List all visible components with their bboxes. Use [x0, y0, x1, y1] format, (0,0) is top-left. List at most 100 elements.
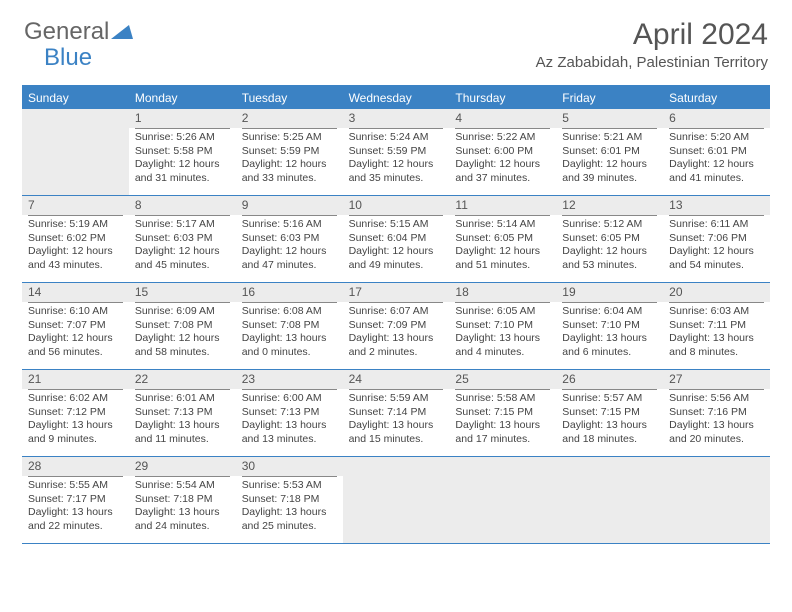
sunrise-text: Sunrise: 5:58 AM: [455, 392, 550, 405]
daylight-text-1: Daylight: 13 hours: [562, 419, 657, 432]
daylight-text-1: Daylight: 12 hours: [349, 158, 444, 171]
weeks-container: 1Sunrise: 5:26 AMSunset: 5:58 PMDaylight…: [22, 109, 770, 544]
daylight-text-2: and 24 minutes.: [135, 520, 230, 533]
sunset-text: Sunset: 7:11 PM: [669, 319, 764, 332]
sunset-text: Sunset: 5:59 PM: [349, 145, 444, 158]
day-rule: [349, 128, 444, 129]
day-rule: [562, 389, 657, 390]
daylight-text-2: and 37 minutes.: [455, 172, 550, 185]
day-rule: [135, 128, 230, 129]
daylight-text-2: and 6 minutes.: [562, 346, 657, 359]
day-rule: [669, 215, 764, 216]
location-text: Az Zababidah, Palestinian Territory: [536, 54, 768, 71]
day-rule: [455, 389, 550, 390]
daylight-text-2: and 56 minutes.: [28, 346, 123, 359]
daylight-text-2: and 31 minutes.: [135, 172, 230, 185]
sunset-text: Sunset: 5:58 PM: [135, 145, 230, 158]
daylight-text-1: Daylight: 13 hours: [28, 419, 123, 432]
day-cell: 27Sunrise: 5:56 AMSunset: 7:16 PMDayligh…: [663, 370, 770, 456]
daylight-text-2: and 17 minutes.: [455, 433, 550, 446]
day-cell: 9Sunrise: 5:16 AMSunset: 6:03 PMDaylight…: [236, 196, 343, 282]
empty-cell: [22, 109, 129, 195]
daylight-text-1: Daylight: 12 hours: [242, 245, 337, 258]
day-rule: [349, 302, 444, 303]
day-rule: [455, 302, 550, 303]
sunset-text: Sunset: 5:59 PM: [242, 145, 337, 158]
empty-cell: [343, 457, 450, 543]
daylight-text-2: and 20 minutes.: [669, 433, 764, 446]
day-number: 22: [129, 370, 236, 389]
sunrise-text: Sunrise: 5:16 AM: [242, 218, 337, 231]
day-cell: 16Sunrise: 6:08 AMSunset: 7:08 PMDayligh…: [236, 283, 343, 369]
day-cell: 20 Sunrise: 6:03 AMSunset: 7:11 PMDayligh…: [663, 283, 770, 369]
daylight-text-1: Daylight: 13 hours: [455, 332, 550, 345]
sunrise-text: Sunrise: 6:11 AM: [669, 218, 764, 231]
day-cell: 1Sunrise: 5:26 AMSunset: 5:58 PMDaylight…: [129, 109, 236, 195]
day-rule: [135, 302, 230, 303]
daylight-text-1: Daylight: 12 hours: [669, 158, 764, 171]
sunrise-text: Sunrise: 5:25 AM: [242, 131, 337, 144]
day-number: 23: [236, 370, 343, 389]
weekday-header-row: Sunday Monday Tuesday Wednesday Thursday…: [22, 87, 770, 109]
sunset-text: Sunset: 6:00 PM: [455, 145, 550, 158]
sunset-text: Sunset: 7:13 PM: [135, 406, 230, 419]
sunrise-text: Sunrise: 5:26 AM: [135, 131, 230, 144]
sunrise-text: Sunrise: 5:17 AM: [135, 218, 230, 231]
sunset-text: Sunset: 7:10 PM: [562, 319, 657, 332]
day-cell: 24Sunrise: 5:59 AMSunset: 7:14 PMDayligh…: [343, 370, 450, 456]
daylight-text-1: Daylight: 13 hours: [669, 332, 764, 345]
sunset-text: Sunset: 6:02 PM: [28, 232, 123, 245]
day-cell: 17Sunrise: 6:07 AMSunset: 7:09 PMDayligh…: [343, 283, 450, 369]
daylight-text-2: and 22 minutes.: [28, 520, 123, 533]
day-rule: [669, 302, 764, 303]
sunset-text: Sunset: 7:15 PM: [562, 406, 657, 419]
sunrise-text: Sunrise: 6:07 AM: [349, 305, 444, 318]
sunrise-text: Sunrise: 5:55 AM: [28, 479, 123, 492]
daylight-text-1: Daylight: 12 hours: [135, 332, 230, 345]
sunset-text: Sunset: 7:08 PM: [242, 319, 337, 332]
daylight-text-2: and 43 minutes.: [28, 259, 123, 272]
day-rule: [242, 389, 337, 390]
header: General April 2024 Az Zababidah, Palesti…: [0, 0, 792, 79]
day-cell: 26Sunrise: 5:57 AMSunset: 7:15 PMDayligh…: [556, 370, 663, 456]
day-number: 28: [22, 457, 129, 476]
day-cell: 3Sunrise: 5:24 AMSunset: 5:59 PMDaylight…: [343, 109, 450, 195]
day-number: 7: [22, 196, 129, 215]
day-number: 19: [556, 283, 663, 302]
day-rule: [349, 215, 444, 216]
sunrise-text: Sunrise: 6:03 AM: [669, 305, 764, 318]
day-number: 30: [236, 457, 343, 476]
brand-text-1: General: [24, 18, 109, 46]
sunset-text: Sunset: 6:04 PM: [349, 232, 444, 245]
day-rule: [562, 128, 657, 129]
day-number: 13: [663, 196, 770, 215]
day-number: 9: [236, 196, 343, 215]
sunrise-text: Sunrise: 5:12 AM: [562, 218, 657, 231]
daylight-text-2: and 39 minutes.: [562, 172, 657, 185]
day-cell: 25Sunrise: 5:58 AMSunset: 7:15 PMDayligh…: [449, 370, 556, 456]
day-number: 24: [343, 370, 450, 389]
sunset-text: Sunset: 7:10 PM: [455, 319, 550, 332]
daylight-text-2: and 41 minutes.: [669, 172, 764, 185]
day-number: 20: [663, 283, 770, 302]
daylight-text-1: Daylight: 12 hours: [28, 332, 123, 345]
brand-logo: General: [24, 18, 133, 46]
daylight-text-2: and 47 minutes.: [242, 259, 337, 272]
week-row: 7Sunrise: 5:19 AMSunset: 6:02 PMDaylight…: [22, 196, 770, 283]
day-cell: 14Sunrise: 6:10 AMSunset: 7:07 PMDayligh…: [22, 283, 129, 369]
day-number: 11: [449, 196, 556, 215]
daylight-text-2: and 13 minutes.: [242, 433, 337, 446]
day-rule: [135, 476, 230, 477]
daylight-text-2: and 51 minutes.: [455, 259, 550, 272]
sunset-text: Sunset: 7:18 PM: [135, 493, 230, 506]
daylight-text-1: Daylight: 12 hours: [28, 245, 123, 258]
day-cell: 15Sunrise: 6:09 AMSunset: 7:08 PMDayligh…: [129, 283, 236, 369]
day-cell: 13Sunrise: 6:11 AMSunset: 7:06 PMDayligh…: [663, 196, 770, 282]
day-rule: [669, 128, 764, 129]
daylight-text-1: Daylight: 13 hours: [242, 419, 337, 432]
day-number: 10: [343, 196, 450, 215]
day-cell: 18Sunrise: 6:05 AMSunset: 7:10 PMDayligh…: [449, 283, 556, 369]
daylight-text-2: and 4 minutes.: [455, 346, 550, 359]
day-cell: 30Sunrise: 5:53 AMSunset: 7:18 PMDayligh…: [236, 457, 343, 543]
day-rule: [135, 215, 230, 216]
